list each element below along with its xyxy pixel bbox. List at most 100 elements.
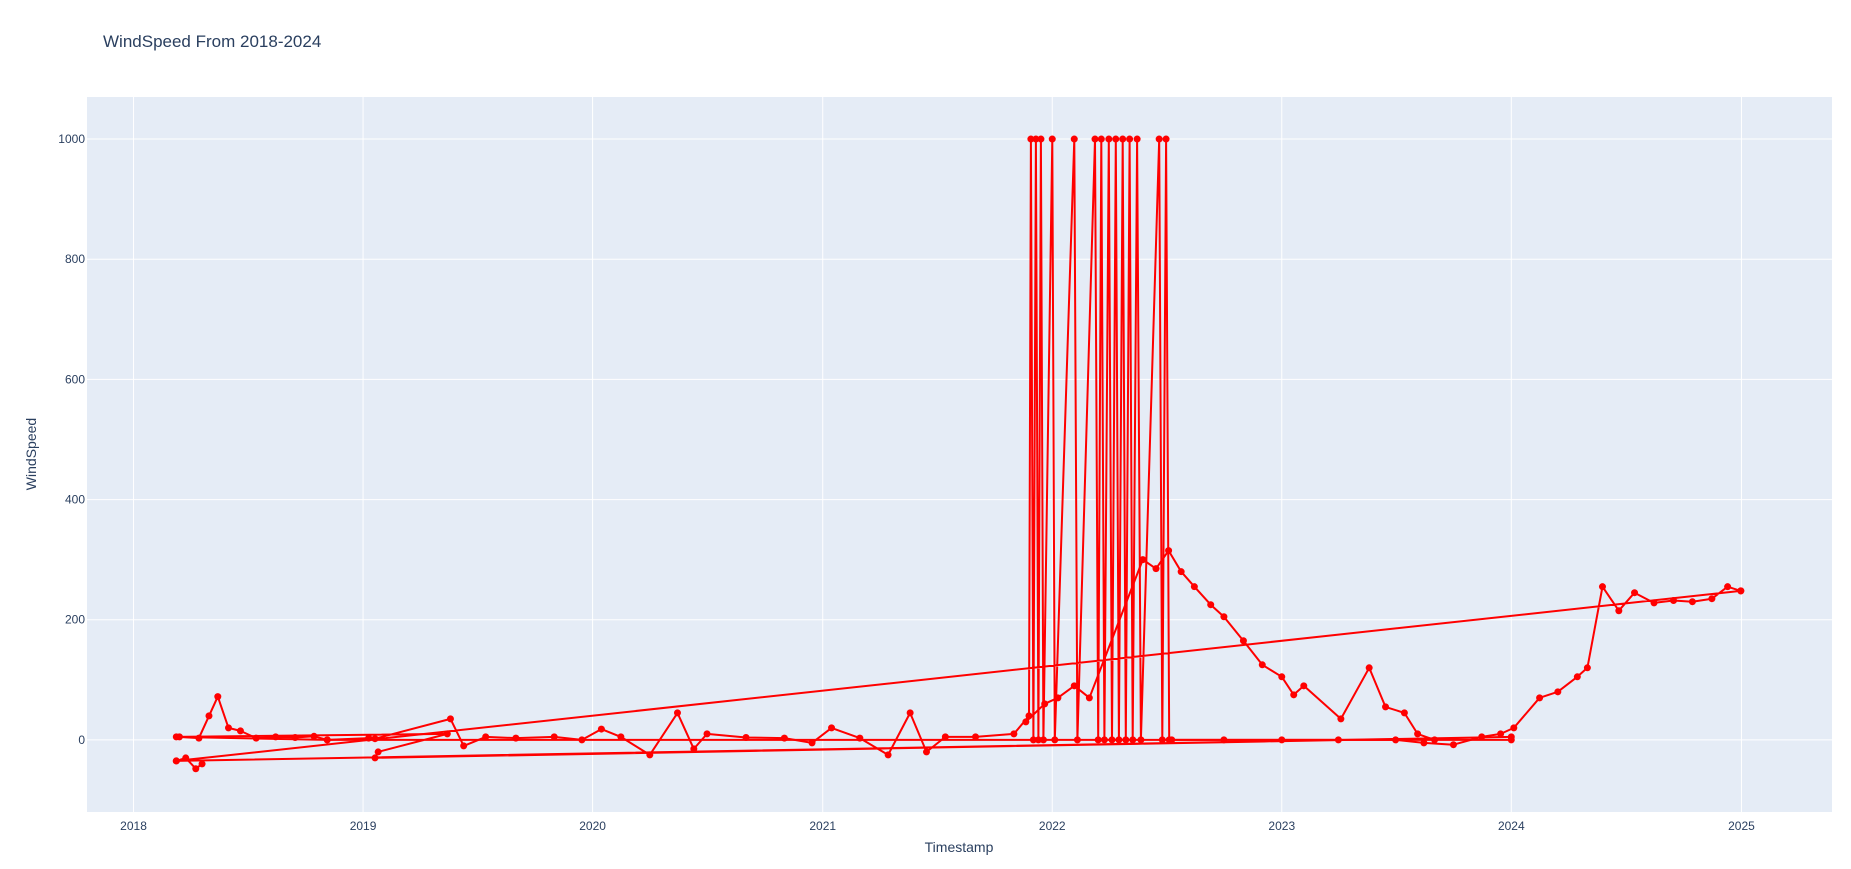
data-point <box>1300 682 1308 690</box>
data-point <box>1022 718 1030 726</box>
data-point <box>1010 730 1018 738</box>
y-tick-label: 400 <box>65 493 85 507</box>
x-tick-label: 2023 <box>1268 819 1295 833</box>
y-tick-label: 600 <box>65 372 85 386</box>
data-point <box>1041 700 1049 708</box>
data-point <box>906 709 914 717</box>
data-point <box>224 724 232 732</box>
data-point <box>1190 583 1198 591</box>
data-point <box>1070 135 1078 143</box>
data-point <box>1449 741 1457 749</box>
x-tick-label: 2020 <box>579 819 606 833</box>
data-point <box>597 725 605 733</box>
data-point <box>1554 688 1562 696</box>
data-point <box>1032 135 1040 143</box>
data-point <box>1207 601 1215 609</box>
data-point <box>1054 694 1062 702</box>
x-tick-label: 2021 <box>809 819 836 833</box>
data-point <box>1155 135 1163 143</box>
data-point <box>1631 589 1639 597</box>
y-axis-title: WindSpeed <box>23 418 39 490</box>
data-point <box>703 730 711 738</box>
data-point <box>1133 135 1141 143</box>
data-point <box>371 754 379 762</box>
data-point <box>1583 664 1591 672</box>
data-point <box>1510 724 1518 732</box>
data-point <box>374 748 382 756</box>
chart-title: WindSpeed From 2018-2024 <box>103 32 321 51</box>
data-point <box>1708 595 1716 603</box>
data-point <box>941 733 949 741</box>
tick-layer: 2018 2019 2020 2021 2022 2023 2024 2025 0 200 400 6… <box>58 132 1755 833</box>
data-point <box>1220 613 1228 621</box>
data-point <box>1139 556 1147 564</box>
data-point <box>550 733 558 741</box>
x-tick-label: 2018 <box>120 819 147 833</box>
data-point <box>1278 673 1286 681</box>
data-point <box>1337 715 1345 723</box>
x-tick-label: 2025 <box>1728 819 1755 833</box>
plot-background <box>87 97 1832 812</box>
data-point <box>1382 703 1390 711</box>
data-point <box>198 760 206 768</box>
data-point <box>482 733 490 741</box>
y-tick-label: 0 <box>78 733 85 747</box>
y-tick-label: 1000 <box>58 132 85 146</box>
data-point <box>1365 664 1373 672</box>
data-point <box>236 727 244 735</box>
data-point <box>1165 547 1173 555</box>
data-point <box>1048 135 1056 143</box>
data-point <box>172 757 180 765</box>
data-point <box>192 765 200 773</box>
data-point <box>323 736 331 744</box>
x-tick-label: 2024 <box>1498 819 1525 833</box>
data-point <box>1536 694 1544 702</box>
data-point <box>1497 730 1505 738</box>
data-point <box>371 735 379 743</box>
data-point <box>1573 673 1581 681</box>
data-point <box>828 724 836 732</box>
data-point <box>443 730 451 738</box>
data-point <box>1615 607 1623 615</box>
data-point <box>1097 135 1105 143</box>
data-point <box>1290 691 1298 699</box>
data-point <box>1258 661 1266 669</box>
y-tick-label: 200 <box>65 613 85 627</box>
data-point <box>1126 135 1134 143</box>
data-point <box>1162 135 1170 143</box>
data-point <box>972 733 980 741</box>
data-point <box>1420 739 1428 747</box>
x-axis-title: Timestamp <box>925 839 994 855</box>
data-point <box>1112 135 1120 143</box>
data-point <box>1085 694 1093 702</box>
data-point <box>1152 565 1160 573</box>
y-tick-label: 800 <box>65 252 85 266</box>
data-point <box>1105 135 1113 143</box>
series-line <box>175 732 1513 762</box>
data-point <box>617 733 625 741</box>
data-point <box>446 715 454 723</box>
grid-layer <box>87 97 1832 812</box>
data-point <box>1037 135 1045 143</box>
data-point <box>1239 637 1247 645</box>
data-point <box>1119 135 1127 143</box>
data-layer <box>172 135 1745 773</box>
data-point <box>1070 682 1078 690</box>
data-point <box>1027 135 1035 143</box>
data-point <box>1688 598 1696 606</box>
data-point <box>808 739 816 747</box>
data-point <box>1507 736 1515 744</box>
data-point <box>1400 709 1408 717</box>
data-point <box>460 742 468 750</box>
data-point <box>1598 583 1606 591</box>
data-point <box>1737 587 1745 595</box>
data-point <box>1091 135 1099 143</box>
data-point <box>1414 730 1422 738</box>
data-point <box>1177 568 1185 576</box>
data-point <box>1650 599 1658 607</box>
data-point <box>884 751 892 759</box>
data-point <box>182 754 190 762</box>
data-point <box>205 712 213 720</box>
x-tick-label: 2019 <box>350 819 377 833</box>
